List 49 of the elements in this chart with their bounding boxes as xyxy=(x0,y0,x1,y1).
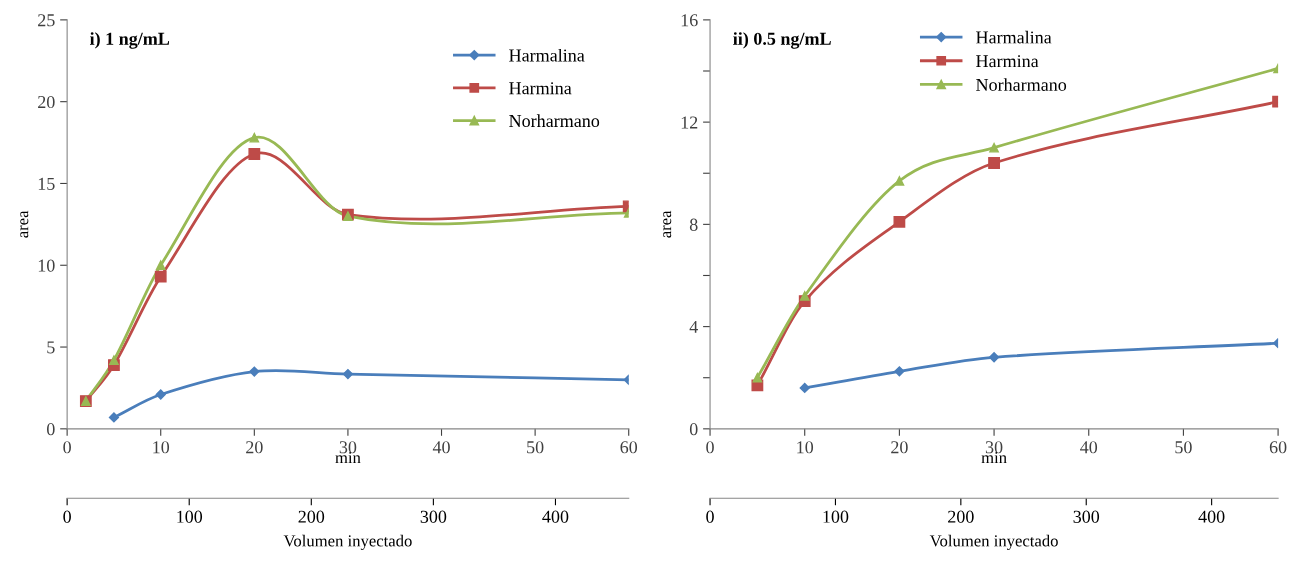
y-tick-label: 20 xyxy=(38,95,55,109)
y-tick-label: 16 xyxy=(681,14,698,27)
x-tick-label: 40 xyxy=(1080,441,1098,454)
x2-tick-label: 200 xyxy=(298,510,325,523)
x-tick-label: 0 xyxy=(706,441,714,454)
x-tick-label: 0 xyxy=(63,441,71,454)
x2-tick-label: 400 xyxy=(1198,510,1225,523)
x-tick-label: 50 xyxy=(527,441,544,454)
y-tick-label: 5 xyxy=(47,341,55,354)
x2-tick-label: 100 xyxy=(823,510,849,523)
y-tick-label: 8 xyxy=(689,218,698,231)
x-axis-title: min xyxy=(981,451,1007,464)
x-tick-label: 60 xyxy=(620,441,638,454)
x2-tick-label: 400 xyxy=(542,510,569,523)
x-tick-label: 40 xyxy=(432,441,450,454)
y-axis-title: area xyxy=(20,210,29,238)
x2-axis-title: Volumen inyectado xyxy=(283,534,412,550)
x-tick-label: 20 xyxy=(891,441,908,454)
y-tick-label: 12 xyxy=(681,116,698,129)
x2-tick-label: 300 xyxy=(420,510,447,523)
x2-tick-label: 200 xyxy=(948,510,974,523)
legend-label: Norharmano xyxy=(509,114,600,128)
x-tick-label: 10 xyxy=(153,441,170,454)
legend-label: Norharmano xyxy=(976,78,1067,91)
x2-tick-label: 300 xyxy=(1073,510,1100,523)
y-tick-label: 0 xyxy=(689,423,698,436)
x-tick-label: 20 xyxy=(246,441,263,454)
x2-tick-label: 0 xyxy=(63,510,71,523)
y-tick-label: 25 xyxy=(38,14,55,27)
y-tick-label: 4 xyxy=(689,320,698,333)
x-tick-label: 30 xyxy=(985,441,1003,454)
x-tick-label: 30 xyxy=(339,441,357,454)
x2-tick-label: 100 xyxy=(177,510,203,523)
y-tick-label: 0 xyxy=(46,423,55,436)
x-tick-label: 60 xyxy=(1269,441,1287,454)
legend-label: Harmina xyxy=(509,82,572,95)
x-tick-label: 50 xyxy=(1175,441,1192,454)
y-tick-label: 10 xyxy=(38,259,55,272)
text: i) 1 ng/mL xyxy=(89,32,170,49)
text: ii) 0.5 ng/mL xyxy=(733,32,831,49)
x2-axis-title: Volumen inyectado xyxy=(929,534,1058,550)
x2-tick-label: 0 xyxy=(706,510,714,523)
legend-label: Harmalina xyxy=(976,30,1052,44)
y-tick-label: 15 xyxy=(38,177,55,190)
x-tick-label: 10 xyxy=(797,441,814,454)
legend-label: Harmalina xyxy=(509,48,585,62)
x-axis-title: min xyxy=(335,451,361,464)
legend-label: Harmina xyxy=(976,55,1039,68)
y-axis-title: area xyxy=(663,210,672,238)
